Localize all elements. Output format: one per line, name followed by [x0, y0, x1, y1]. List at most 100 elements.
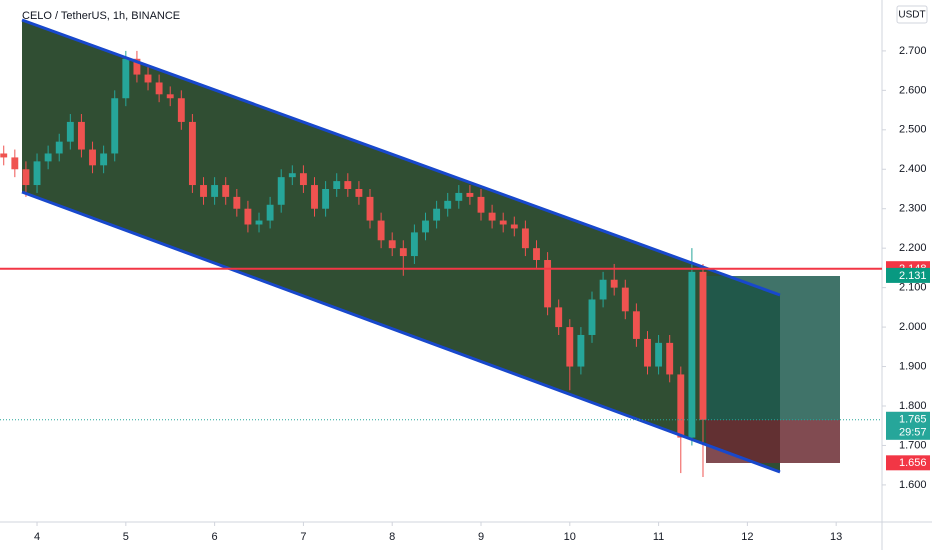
candle-body — [599, 279, 607, 300]
candle-body — [388, 240, 396, 249]
candle-body — [455, 192, 463, 201]
countdown-label: 29:57 — [899, 427, 927, 439]
candle-body — [277, 177, 285, 205]
channel-upper — [21, 18, 781, 297]
candle-body — [433, 208, 441, 221]
candle-body — [566, 327, 574, 367]
candle-body — [155, 82, 163, 95]
candle-body — [222, 185, 230, 197]
y-tick-label: 1.900 — [899, 360, 927, 372]
price-label: 1.765 — [899, 414, 927, 426]
y-tick-label: 2.400 — [899, 163, 927, 175]
chart-title: CELO / TetherUS, 1h, BINANCE — [22, 10, 180, 22]
candle-body — [111, 98, 119, 154]
candle-body — [55, 141, 63, 154]
price-label: 2.131 — [899, 270, 927, 282]
y-tick-label: 2.200 — [899, 242, 927, 254]
y-tick-label: 2.300 — [899, 203, 927, 215]
candle-body — [655, 342, 663, 367]
candle-body — [477, 196, 485, 213]
candle-body — [333, 181, 341, 189]
x-tick-label: 8 — [389, 531, 395, 543]
candle-body — [177, 98, 185, 122]
candle-body — [510, 224, 518, 229]
candle-body — [44, 153, 52, 162]
x-tick-label: 4 — [34, 531, 40, 543]
price-label-box — [886, 411, 930, 440]
candle-body — [266, 204, 274, 221]
candle-body — [299, 173, 307, 186]
x-tick-label: 5 — [123, 531, 129, 543]
candle-body — [122, 58, 130, 99]
candle-body — [366, 196, 374, 221]
candle-body — [244, 208, 252, 225]
candle-body — [211, 185, 219, 197]
x-tick-label: 9 — [478, 531, 484, 543]
candle-body — [133, 58, 141, 75]
candle-body — [555, 307, 563, 328]
currency-label: USDT — [898, 10, 925, 21]
y-tick-label: 1.600 — [899, 479, 927, 491]
candle-body — [699, 271, 707, 420]
candle-body — [499, 220, 507, 225]
candle-body — [322, 188, 330, 209]
candle-body — [288, 173, 296, 178]
candle-body — [688, 271, 696, 438]
candle-body — [410, 232, 418, 257]
candle-body — [33, 161, 41, 186]
loss-zone — [706, 420, 840, 463]
candle-body — [200, 185, 207, 197]
candle-body — [422, 220, 429, 233]
x-tick-label: 12 — [741, 531, 753, 543]
candle-body — [466, 192, 474, 197]
candle-body — [644, 338, 651, 367]
channel-fill — [22, 20, 780, 472]
candle-body — [377, 220, 385, 241]
candle-body — [355, 188, 363, 197]
candle-body — [100, 153, 108, 166]
candle-body — [77, 121, 85, 150]
currency-box — [896, 5, 928, 24]
candle-body — [255, 220, 263, 225]
candle-body — [166, 94, 174, 99]
x-tick-label: 10 — [564, 531, 576, 543]
candle-body — [188, 121, 196, 186]
y-tick-label: 1.800 — [899, 400, 927, 412]
candle-body — [89, 149, 96, 166]
candles — [0, 50, 707, 478]
candle-body — [610, 279, 618, 288]
candle-body — [11, 157, 19, 170]
x-tick-label: 11 — [653, 531, 664, 543]
candle-body — [311, 185, 318, 209]
x-tick-label: 6 — [212, 531, 218, 543]
y-tick-label: 2.500 — [899, 124, 927, 136]
candle-body — [677, 374, 685, 438]
candle-body — [632, 311, 640, 339]
candle-body — [22, 169, 30, 186]
candle-body — [666, 342, 674, 375]
candle-body — [144, 74, 152, 83]
candle-body — [233, 196, 241, 209]
candle-body — [621, 287, 629, 312]
candle-body — [344, 181, 352, 189]
x-tick-label: 7 — [300, 531, 306, 543]
y-tick-label: 2.600 — [899, 84, 927, 96]
candle-body — [533, 248, 540, 261]
y-tick-label: 2.100 — [899, 282, 927, 294]
candle-body — [521, 228, 529, 249]
candle-body — [488, 212, 496, 221]
y-tick-label: 2.000 — [899, 321, 927, 333]
candle-body — [588, 299, 596, 335]
profit-zone — [706, 276, 840, 420]
y-tick-label: 1.700 — [899, 439, 927, 451]
candle-body — [399, 248, 407, 257]
candle-body — [0, 153, 8, 158]
price-label-box — [886, 267, 930, 283]
candle-body — [577, 334, 585, 367]
channel-lower — [21, 190, 781, 474]
candle-body — [66, 121, 74, 142]
candle-body — [444, 200, 452, 209]
price-label: 1.656 — [899, 457, 927, 469]
